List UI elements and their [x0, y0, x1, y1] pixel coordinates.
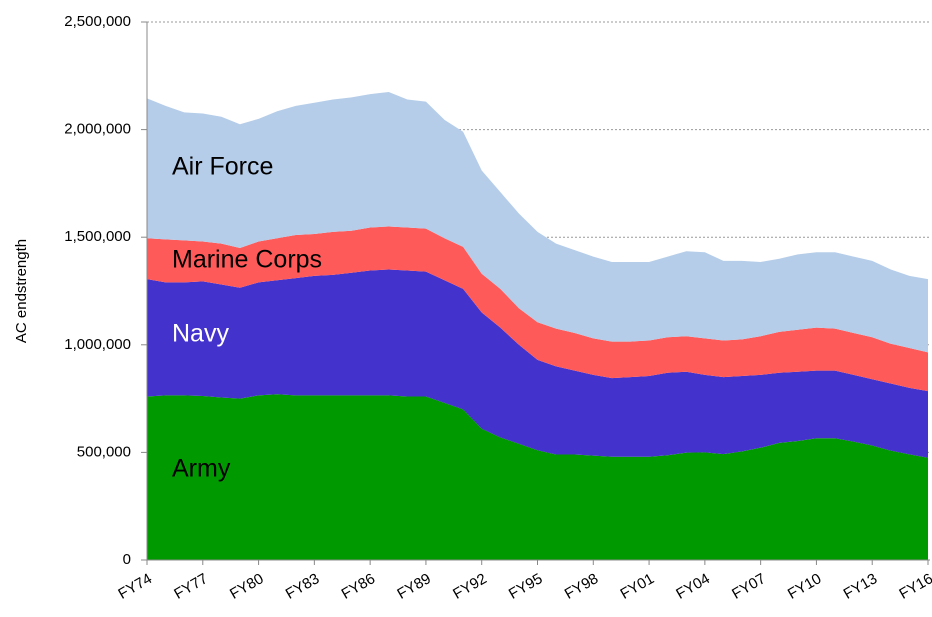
- series-label: Air Force: [172, 153, 273, 181]
- y-tick-label: 2,500,000: [64, 13, 131, 30]
- y-tick-label: 500,000: [77, 443, 131, 460]
- x-tick-label: FY10: [785, 570, 825, 603]
- x-tick-label: FY74: [115, 570, 155, 603]
- x-tick-label: FY04: [673, 570, 713, 603]
- area: [147, 226, 928, 392]
- x-tick-label: FY07: [729, 570, 769, 603]
- series-label: Army: [172, 455, 231, 483]
- area: [147, 269, 928, 458]
- x-tick-label: FY01: [618, 570, 658, 603]
- series-label: Navy: [172, 320, 229, 348]
- x-tick-label: FY98: [562, 570, 602, 603]
- area: [147, 394, 928, 560]
- x-tick-label: FY86: [339, 570, 379, 603]
- area: [147, 91, 928, 353]
- y-tick-label: 0: [123, 551, 131, 568]
- y-axis-label: AC endstrength: [13, 239, 30, 343]
- x-tick-label: FY83: [283, 570, 323, 603]
- x-tick-label: FY89: [394, 570, 434, 603]
- x-tick-label: FY80: [227, 570, 267, 603]
- x-tick-label: FY77: [171, 570, 211, 603]
- x-tick-label: FY92: [450, 570, 490, 603]
- y-tick-label: 1,000,000: [64, 336, 131, 353]
- x-tick-label: FY16: [896, 570, 932, 603]
- x-tick-label: FY95: [506, 570, 546, 603]
- y-tick-label: 1,500,000: [64, 228, 131, 245]
- y-tick-label: 2,000,000: [64, 121, 131, 138]
- series-label: Marine Corps: [172, 246, 322, 274]
- x-tick-label: FY13: [841, 570, 881, 603]
